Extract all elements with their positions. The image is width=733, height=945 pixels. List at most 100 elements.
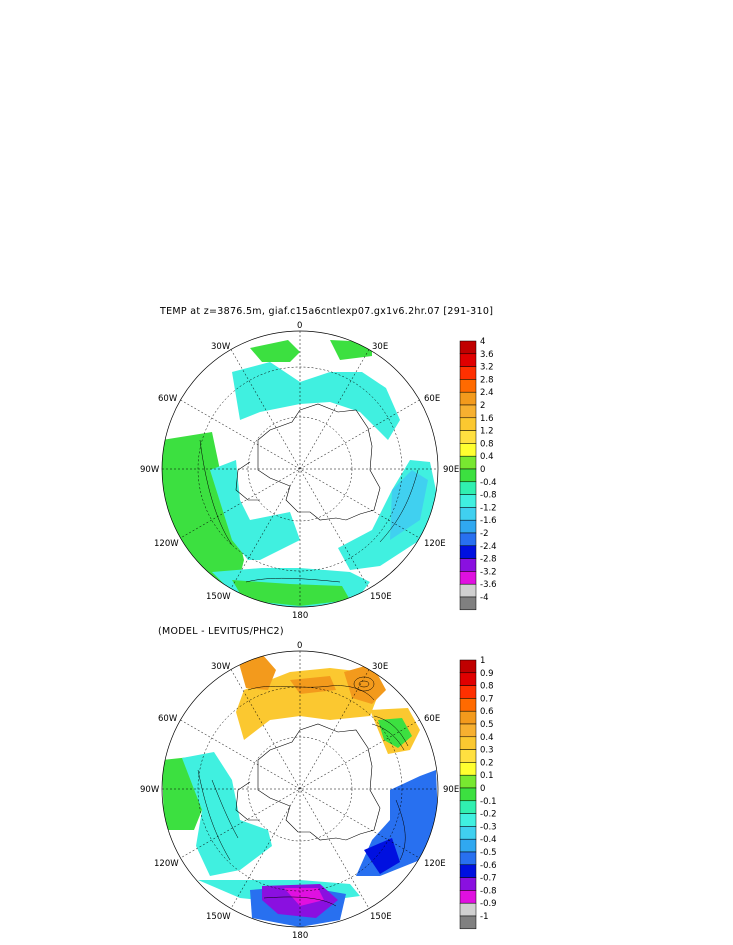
colorbar-swatch: [459, 672, 477, 686]
colorbar-swatch: [459, 353, 477, 367]
colorbar-swatch: [459, 507, 477, 521]
svg-text:0: 0: [297, 641, 302, 651]
map-border-bottom: [161, 650, 439, 928]
antarctica-top: [235, 403, 381, 521]
colorbar-swatch: [459, 596, 477, 611]
colorbar-swatch: [459, 659, 477, 674]
colorbar-swatch: [459, 685, 477, 699]
colorbar-tick-label: 2.8: [480, 375, 494, 385]
contours-bottom: [197, 676, 409, 907]
colorbar-swatch: [459, 366, 477, 380]
colorbar-tick-label: 3.2: [480, 363, 494, 373]
colorbar-tick-label: -0.9: [480, 899, 497, 909]
colorbar-swatch: [459, 826, 477, 840]
colorbar-tick-label: 4: [480, 337, 485, 347]
colorbar-tick-label: -2.8: [480, 555, 497, 565]
colorbar-swatch: [459, 813, 477, 827]
colorbar-tick-label: -0.6: [480, 861, 497, 871]
colorbar-tick-label: 0.2: [480, 758, 494, 768]
colorbar-tick-label: 1.2: [480, 427, 494, 437]
colorbar-swatch: [459, 443, 477, 457]
colorbar-swatch: [459, 838, 477, 853]
svg-text:60W: 60W: [158, 394, 178, 404]
svg-text:150W: 150W: [206, 912, 231, 922]
colorbar-tick-label: 0.6: [480, 707, 494, 717]
colorbar-swatch: [459, 698, 477, 712]
colorbar-tick-label: 1.6: [480, 414, 494, 424]
colorbar-tick-label: -0.4: [480, 478, 497, 488]
colorbar-tick-label: 2.4: [480, 388, 494, 398]
graticule-top: [162, 331, 438, 607]
colorbar-tick-label: -0.3: [480, 822, 497, 832]
map-top: 0 30E 60E 90E 120E 150E 180 150W 120W 90…: [140, 321, 497, 621]
svg-text:30E: 30E: [372, 662, 388, 672]
lon-labels-top: 0 30E 60E 90E 120E 150E 180 150W 120W 90…: [140, 321, 459, 621]
colorbar-swatch: [459, 494, 477, 508]
colorbar-tick-label: 0: [480, 784, 485, 794]
colorbar-tick-label: 0.1: [480, 771, 494, 781]
map-border-top: [161, 330, 439, 608]
colorbar-swatch: [459, 774, 477, 789]
colorbar-swatch: [459, 430, 477, 444]
colorbar-tick-label: 2: [480, 401, 485, 411]
colorbar-tick-label: -3.6: [480, 580, 497, 590]
svg-text:90E: 90E: [443, 465, 459, 475]
colorbar-tick-label: 0.8: [480, 682, 494, 692]
colorbar-bottom: 1 0.9 0.8 0.7 0.6 0.5 0.4 0.3 0.2 0.1 0 -0.1 -0.2 -0.…: [459, 656, 497, 930]
colorbar-tick-label: -0.8: [480, 886, 497, 896]
svg-text:30E: 30E: [372, 342, 388, 352]
svg-text:180: 180: [292, 611, 308, 621]
colorbar-swatch: [459, 558, 477, 572]
colorbar-swatch: [459, 379, 477, 393]
svg-text:30W: 30W: [211, 662, 231, 672]
svg-text:60W: 60W: [158, 714, 178, 724]
colorbar-swatch: [459, 571, 477, 585]
svg-text:150W: 150W: [206, 592, 231, 602]
colorbar-swatch: [459, 915, 477, 930]
colorbar-swatch: [459, 902, 477, 917]
colorbar-tick-label: -1.6: [480, 516, 497, 526]
colorbar-swatch: [459, 890, 477, 904]
svg-text:150E: 150E: [370, 592, 392, 602]
svg-text:0: 0: [297, 321, 302, 331]
colorbar-swatch: [459, 736, 477, 750]
contours-top: [199, 439, 419, 583]
colorbar-swatch: [459, 800, 477, 814]
colorbar-tick-label: -1: [480, 912, 488, 922]
colorbar-tick-label: 3.6: [480, 350, 494, 360]
colorbar-tick-label: -1.2: [480, 503, 497, 513]
colorbar-tick-label: -0.4: [480, 835, 497, 845]
colorbar-swatch: [459, 723, 477, 738]
colorbar-tick-label: 0: [480, 465, 485, 475]
colorbar-swatch: [459, 417, 477, 431]
colorbar-swatch: [459, 787, 477, 802]
panel-title-top: TEMP at z=3876.5m, giaf.c15a6cntlexp07.g…: [160, 306, 494, 317]
colorbar-tick-label: -2: [480, 529, 488, 539]
colorbar-swatch: [459, 468, 477, 483]
colorbar-tick-label: 0.4: [480, 452, 494, 462]
colorbar-swatch: [459, 851, 477, 866]
colorbar-tick-label: 0.7: [480, 694, 494, 704]
colorbar-swatch: [459, 864, 477, 878]
lon-labels-bottom: 0 30E 60E 90E 120E 150E 180 150W 120W 90…: [140, 641, 459, 941]
svg-text:60E: 60E: [424, 394, 440, 404]
colorbar-tick-label: -4: [480, 593, 488, 603]
svg-text:90W: 90W: [140, 785, 160, 795]
colorbar-swatch: [459, 710, 477, 725]
svg-text:120E: 120E: [424, 539, 446, 549]
colorbar-tick-label: 0.5: [480, 720, 494, 730]
map-bottom: 0 30E 60E 90E 120E 150E 180 150W 120W 90…: [140, 641, 497, 941]
colorbar-swatch: [459, 762, 477, 776]
colorbar-tick-label: -3.2: [480, 567, 497, 577]
svg-text:120E: 120E: [424, 859, 446, 869]
colorbar-tick-label: 0.4: [480, 733, 494, 743]
colorbar-top: 4 3.6 3.2 2.8 2.4 2 1.6 1.2 0.8 0.4 0 -0.4 -0.8 -1.2 -…: [459, 337, 497, 611]
colorbar-tick-label: -0.5: [480, 848, 497, 858]
colorbar-tick-label: -2.4: [480, 542, 497, 552]
svg-text:180: 180: [292, 931, 308, 941]
svg-text:90E: 90E: [443, 785, 459, 795]
svg-text:30W: 30W: [211, 342, 231, 352]
colorbar-swatch: [459, 519, 477, 534]
graticule-bottom: [162, 651, 438, 927]
